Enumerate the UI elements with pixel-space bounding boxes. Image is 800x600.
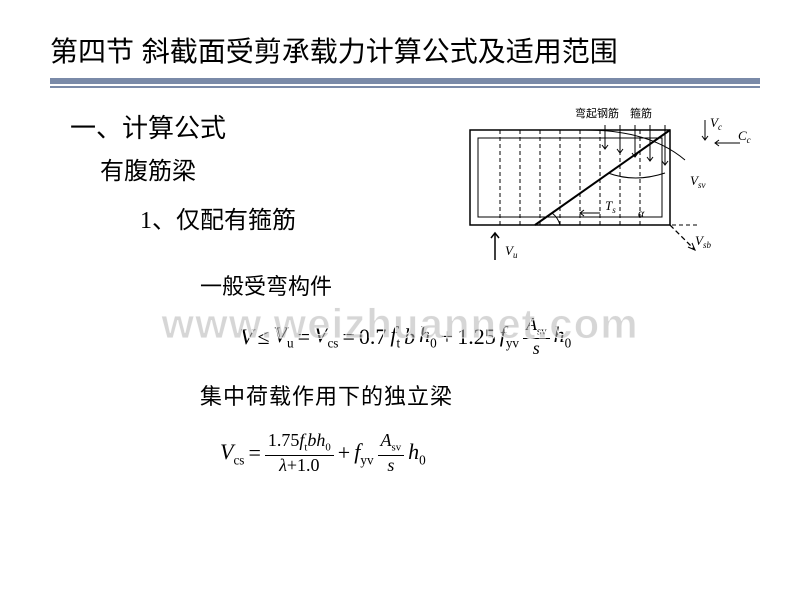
formula-a: V ≤ Vu = Vcs = 0.7 ft b h0 + 1.25 fyv As… <box>240 315 760 359</box>
dl-alpha: α <box>638 206 645 220</box>
fb-Vcs-sub: cs <box>233 452 244 467</box>
dl-Vsv-sub: sv <box>698 180 706 190</box>
svg-text:Ts: Ts <box>605 198 616 215</box>
dl-top-right: 箍筋 <box>630 106 652 120</box>
slide: 第四节 斜截面受剪承载力计算公式及适用范围 一、计算公式 有腹筋梁 1、仅配有箍… <box>0 0 800 600</box>
fa-c1: 0.7 <box>359 324 387 350</box>
fb-h0b-sub: 0 <box>419 452 426 467</box>
fb-frac1: 1.75ftbh0 λ+1.0 <box>265 431 334 475</box>
svg-text:Cc: Cc <box>738 128 751 145</box>
fa-Asv: A <box>526 314 537 334</box>
fa-Asv-sub: sv <box>537 326 547 338</box>
case-a-label: 一般受弯构件 <box>200 269 760 301</box>
fa-eq2: = <box>342 324 354 350</box>
dl-Vc-sub: c <box>718 122 722 132</box>
fa-plus: + <box>441 324 453 350</box>
fa-h0b: h <box>554 322 565 347</box>
title-divider <box>40 78 760 88</box>
svg-text:Vsb: Vsb <box>695 233 711 250</box>
fb-Asv: A <box>381 430 392 450</box>
fb-h0-sub: 0 <box>325 442 330 454</box>
fb-c: 1.75 <box>268 430 300 450</box>
fa-s: s <box>530 339 543 359</box>
fa-h0: h <box>419 322 430 347</box>
fa-Vu: V <box>274 322 287 347</box>
fb-p1: +1.0 <box>287 455 320 475</box>
formula-b: Vcs = 1.75ftbh0 λ+1.0 + fyv Asv s h0 <box>220 431 760 475</box>
dl-Cc: C <box>738 128 747 143</box>
fb-eq: = <box>248 440 260 466</box>
fa-Vu-sub: u <box>287 336 294 351</box>
slide-title: 第四节 斜截面受剪承载力计算公式及适用范围 <box>40 30 760 70</box>
fa-Vcs: V <box>314 322 327 347</box>
fa-le: ≤ <box>257 324 269 350</box>
svg-text:Vc: Vc <box>710 115 722 132</box>
fa-ft-sub: t <box>397 336 401 351</box>
fb-plus: + <box>338 440 350 466</box>
fa-b: b <box>404 324 415 350</box>
fa-frac: Asv s <box>523 315 550 359</box>
fa-Vcs-sub: cs <box>327 336 338 351</box>
fb-lambda: λ <box>279 455 287 475</box>
fa-V: V <box>240 324 253 350</box>
fb-s: s <box>384 456 397 476</box>
fa-eq1: = <box>298 324 310 350</box>
fb-Asv-sub: sv <box>392 442 402 454</box>
fb-frac2: Asv s <box>378 431 405 475</box>
fb-Vcs: V <box>220 439 233 464</box>
fa-h0-sub: 0 <box>430 336 437 351</box>
fb-fyv-sub: yv <box>360 452 373 467</box>
dl-Ts-sub: s <box>612 205 616 215</box>
fa-fyv-sub: yv <box>506 336 519 351</box>
dl-Vsb-sub: sb <box>703 240 712 250</box>
svg-text:Vu: Vu <box>505 243 518 260</box>
fa-h0b-sub: 0 <box>565 336 572 351</box>
svg-text:Vsv: Vsv <box>690 173 705 190</box>
fb-h0b: h <box>408 439 419 464</box>
case-b-label: 集中荷载作用下的独立梁 <box>200 379 760 411</box>
dl-top-left: 弯起钢筋 <box>575 106 619 120</box>
beam-diagram: 弯起钢筋 箍筋 Vc Cc Vsv Ts α Vsb Vu <box>460 105 760 265</box>
fa-c2: 1.25 <box>457 324 496 350</box>
dl-Cc-sub: c <box>747 135 751 145</box>
dl-Vu-sub: u <box>513 250 518 260</box>
